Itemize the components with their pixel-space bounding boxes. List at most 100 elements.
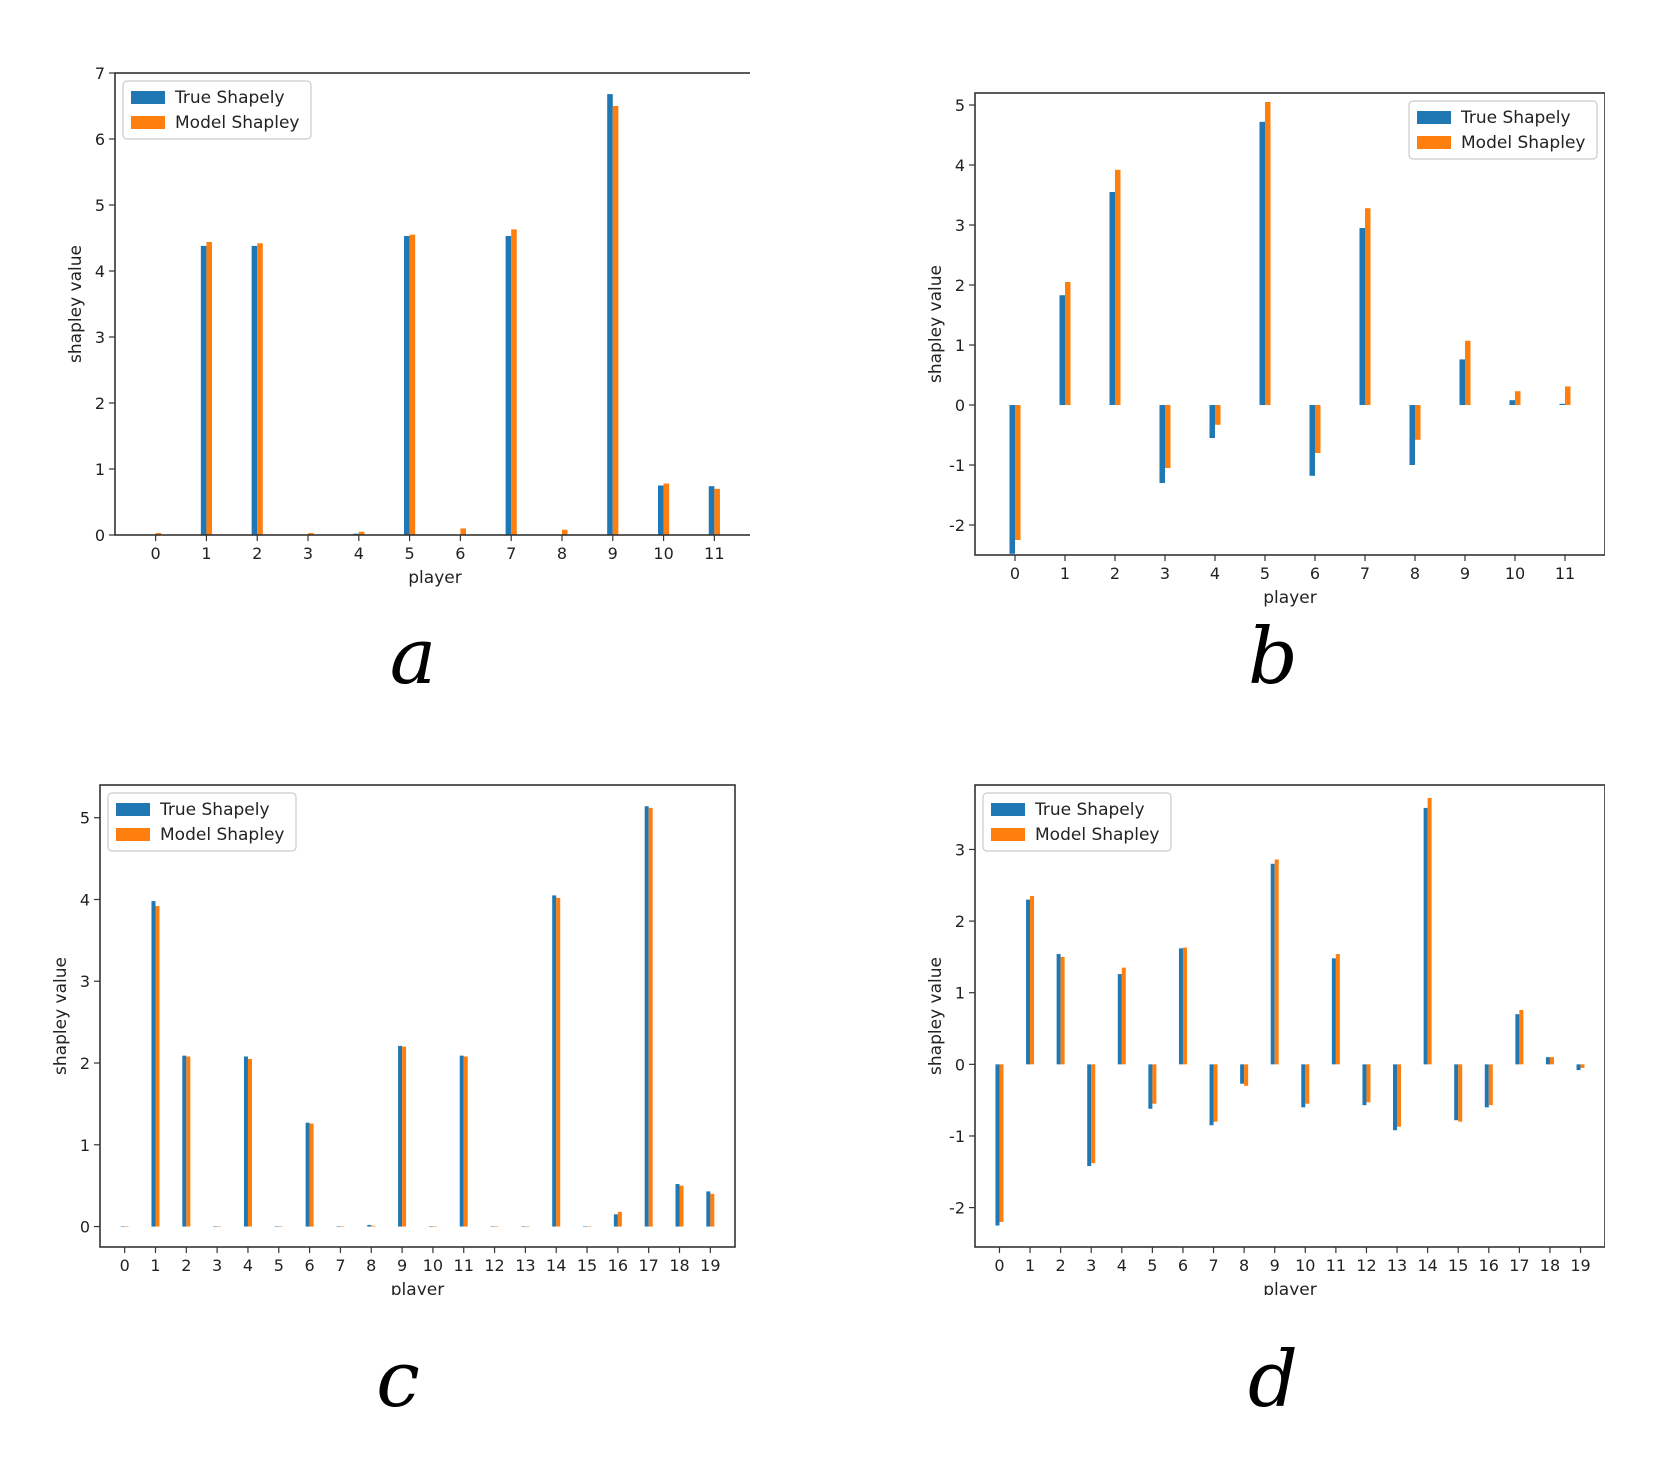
bar-model-8 <box>371 1225 376 1227</box>
y-tick-label: 3 <box>955 840 965 859</box>
x-tick-label: 7 <box>1208 1256 1218 1275</box>
x-tick-label: 5 <box>1260 564 1270 583</box>
bar-model-19 <box>710 1193 715 1227</box>
bar-model-10 <box>1515 391 1521 405</box>
bar-true-0 <box>1009 405 1015 554</box>
bar-true-12 <box>1362 1064 1367 1106</box>
bar-model-5 <box>1152 1064 1157 1104</box>
x-tick-label: 13 <box>1387 1256 1407 1275</box>
bar-true-2 <box>251 245 258 536</box>
bar-model-0 <box>124 1226 129 1228</box>
plot-frame <box>99 784 736 1248</box>
bar-true-2 <box>1109 192 1115 405</box>
y-axis-label: shapley value <box>51 957 71 1075</box>
bar-model-2 <box>186 1056 191 1227</box>
bar-true-7 <box>336 1226 341 1228</box>
chart-panel-c: 0 1 2 3 4 5 0 1 2 3 4 5 6 7 8 9 10 11 12 13 14 15 16 17 18 19 play… <box>45 775 745 1295</box>
bar-true-8 <box>367 1224 372 1227</box>
chart-b: -2 -1 0 1 2 3 4 5 0 1 2 3 4 5 6 7 8 9 10 11 player shapley va… <box>926 92 1605 608</box>
y-tick-label: 0 <box>80 1218 90 1237</box>
y-tick-label: 2 <box>955 912 965 931</box>
bar-model-0 <box>999 1064 1004 1222</box>
caption-a: a <box>389 612 437 702</box>
x-tick-label: 10 <box>423 1256 443 1275</box>
bar-model-3 <box>217 1226 222 1228</box>
legend: True Shapely Model Shapley <box>1408 100 1598 160</box>
bar-true-3 <box>1087 1064 1092 1167</box>
bar-model-11 <box>1335 954 1340 1065</box>
bar-true-3 <box>213 1226 218 1228</box>
y-tick-label: 2 <box>80 1054 90 1073</box>
bar-model-17 <box>1519 1009 1524 1065</box>
bar-true-7 <box>505 236 512 535</box>
y-tick-label: 2 <box>955 276 965 295</box>
y-axis-label: shapley value <box>926 957 946 1075</box>
x-tick-label: 7 <box>335 1256 345 1275</box>
bar-true-13 <box>521 1226 526 1228</box>
x-tick-label: 10 <box>1505 564 1525 583</box>
x-tick-label: 3 <box>1160 564 1170 583</box>
x-tick-label: 6 <box>1310 564 1320 583</box>
x-tick-label: 9 <box>1270 1256 1280 1275</box>
bar-true-4 <box>1209 405 1215 438</box>
bar-true-15 <box>583 1226 588 1228</box>
x-tick-label: 12 <box>1356 1256 1376 1275</box>
bar-model-15 <box>1458 1064 1463 1122</box>
bar-model-12 <box>494 1226 499 1228</box>
bar-true-11 <box>708 486 715 535</box>
x-tick-label: 11 <box>1326 1256 1346 1275</box>
x-tick-label: 9 <box>397 1256 407 1275</box>
y-tick-label: -1 <box>949 456 965 475</box>
bar-true-18 <box>675 1184 680 1227</box>
x-tick-label: 13 <box>515 1256 535 1275</box>
legend-swatch-model <box>991 828 1025 841</box>
bar-model-8 <box>1244 1064 1249 1086</box>
y-tick-label: 3 <box>95 328 105 347</box>
x-tick-label: 14 <box>1417 1256 1437 1275</box>
legend-box <box>982 792 1172 852</box>
x-tick-label: 6 <box>455 544 465 563</box>
y-tick-label: -1 <box>949 1127 965 1146</box>
bar-model-13 <box>1397 1064 1402 1127</box>
bar-model-9 <box>402 1046 407 1227</box>
x-tick-label: 10 <box>1295 1256 1315 1275</box>
bar-model-11 <box>463 1056 468 1227</box>
bar-model-3 <box>1165 405 1171 468</box>
bar-model-10 <box>432 1226 437 1228</box>
bar-true-14 <box>552 895 557 1227</box>
bar-model-2 <box>257 243 263 535</box>
x-tick-label: 16 <box>608 1256 628 1275</box>
chart-panel-d: -2 -1 0 1 2 3 0 1 2 3 4 5 6 7 8 9 10 11 12 13 14 15 16 17 18 19 pl… <box>905 775 1605 1295</box>
chart-a: 0 1 2 3 4 5 6 7 0 1 2 3 4 5 6 7 8 9 10 11 player shapley valu… <box>66 64 750 588</box>
bar-model-6 <box>309 1123 314 1227</box>
bar-model-2 <box>1060 956 1065 1065</box>
bar-model-14 <box>1427 797 1432 1065</box>
bar-true-9 <box>1459 359 1465 405</box>
bar-model-7 <box>1213 1064 1218 1122</box>
bar-true-9 <box>1270 863 1275 1065</box>
x-tick-label: 8 <box>557 544 567 563</box>
bar-model-18 <box>1549 1057 1554 1065</box>
bar-model-4 <box>247 1058 252 1227</box>
x-axis-label: player <box>1263 1280 1316 1295</box>
caption-b: b <box>1248 612 1298 702</box>
bar-true-6 <box>1309 405 1315 476</box>
y-tick-label: 1 <box>955 336 965 355</box>
y-tick-label: 3 <box>80 972 90 991</box>
x-tick-label: 14 <box>546 1256 566 1275</box>
bar-true-4 <box>243 1056 248 1227</box>
bar-true-9 <box>398 1045 403 1227</box>
x-tick-label: 3 <box>303 544 313 563</box>
bar-true-1 <box>151 901 156 1227</box>
bar-model-5 <box>409 234 416 535</box>
bar-model-0 <box>155 533 162 535</box>
caption-d: d <box>1248 1335 1298 1425</box>
y-tick-label: 4 <box>95 262 105 281</box>
x-tick-label: 16 <box>1479 1256 1499 1275</box>
x-tick-label: 19 <box>700 1256 720 1275</box>
bar-model-9 <box>1465 340 1471 405</box>
x-tick-label: 15 <box>1448 1256 1468 1275</box>
bar-true-1 <box>1059 295 1065 405</box>
y-axis-label: shapley value <box>926 265 946 383</box>
x-tick-label: 1 <box>201 544 211 563</box>
